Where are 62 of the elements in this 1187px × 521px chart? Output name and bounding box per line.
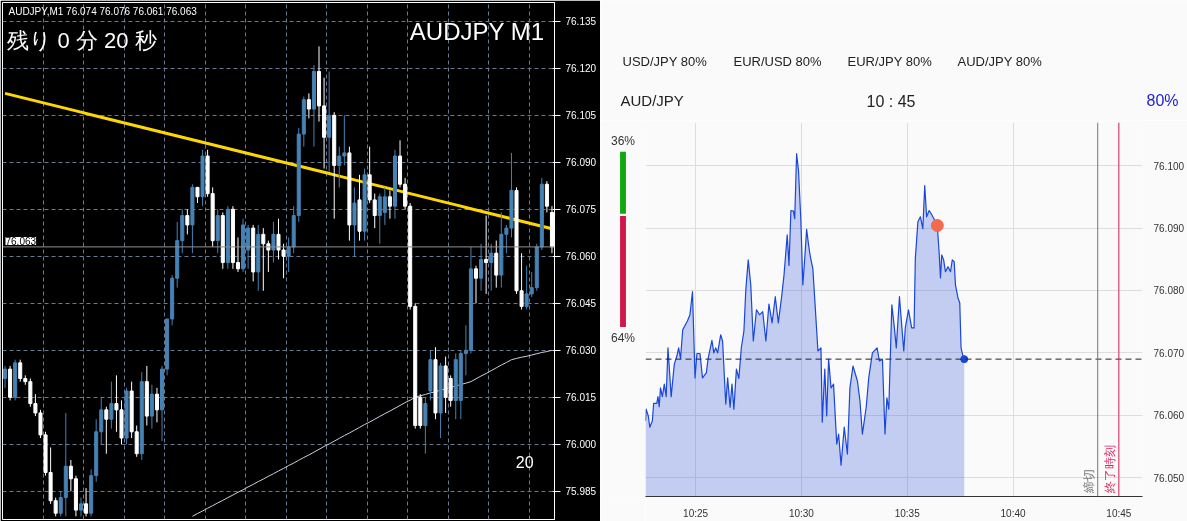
- ref-line-label: 締切: [1081, 468, 1096, 494]
- text: AUD/JPY 80%: [957, 54, 1043, 69]
- candlestick: [185, 208, 190, 235]
- chart-subtitle: AUDJPY,M1 76.074 76.076 76.061 76.063: [8, 5, 198, 17]
- y-tick-label: 76.135: [565, 16, 597, 28]
- y-tick-label: 76.060: [565, 251, 597, 263]
- candlestick: [327, 70, 332, 173]
- data-label: 36%: [610, 133, 636, 148]
- candlestick: [489, 243, 494, 292]
- y-tick-label: 76.080: [1153, 285, 1185, 297]
- y-tick-label: 76.090: [1153, 223, 1185, 235]
- candlestick: [109, 381, 114, 430]
- candlestick: [154, 387, 159, 423]
- candlestick: [286, 237, 291, 273]
- candlestick: [352, 186, 357, 257]
- y-tick-label: 76.075: [565, 204, 597, 216]
- y-tick-label: 76.090: [565, 157, 597, 169]
- text: AUD/JPY: [620, 92, 684, 109]
- y-tick-label: 76.120: [565, 63, 597, 75]
- x-tick-label: 10:30: [788, 507, 815, 519]
- ref-line-label: 終了時刻: [1102, 444, 1117, 494]
- candlestick: [78, 497, 84, 517]
- candlestick: [484, 215, 489, 295]
- data-label: 64%: [610, 331, 636, 346]
- x-tick-label: 10:45: [1106, 507, 1132, 519]
- line-series: [191, 349, 553, 517]
- candlestick: [3, 365, 8, 389]
- text: EUR/JPY 80%: [847, 54, 933, 69]
- annotation: 残り 0 分 20 秒: [6, 27, 157, 53]
- y-tick-label: 76.100: [1153, 160, 1185, 172]
- text: 10 : 45: [866, 93, 916, 110]
- candlestick: [473, 265, 479, 304]
- x-tick-label: 10:35: [894, 507, 921, 519]
- candlestick: [149, 384, 154, 430]
- y-tick-label: 76.015: [565, 392, 597, 404]
- candlestick: [306, 92, 311, 119]
- candlestick: [382, 186, 387, 226]
- candlestick: [18, 359, 23, 383]
- text: 80%: [1146, 92, 1179, 109]
- annotation: 20: [515, 453, 534, 471]
- text: EUR/USD 80%: [733, 54, 823, 69]
- candlestick: [271, 221, 276, 264]
- candlestick: [544, 180, 549, 213]
- y-tick-label: 76.070: [1153, 347, 1185, 359]
- candlestick: [387, 190, 392, 220]
- text: USD/JPY 80%: [622, 54, 708, 69]
- y-tick-label: 76.030: [565, 345, 597, 357]
- text: AUDJPY M1: [409, 17, 545, 45]
- y-tick-label: 75.985: [565, 486, 597, 498]
- y-tick-label: 76.050: [1153, 472, 1185, 484]
- candlestick: [104, 406, 109, 455]
- candlestick: [84, 487, 89, 517]
- candlestick: [479, 243, 484, 292]
- candlestick: [423, 396, 428, 455]
- y-tick-label: 76.060: [1153, 410, 1185, 422]
- y-tick-label: 76.000: [565, 439, 597, 451]
- x-tick-label: 10:40: [1000, 507, 1027, 519]
- ref-line-label: 76.063: [5, 235, 37, 247]
- y-tick-label: 76.105: [565, 110, 597, 122]
- y-tick-label: 76.045: [565, 298, 597, 310]
- x-tick-label: 10:25: [683, 507, 709, 519]
- candlestick: [494, 240, 499, 289]
